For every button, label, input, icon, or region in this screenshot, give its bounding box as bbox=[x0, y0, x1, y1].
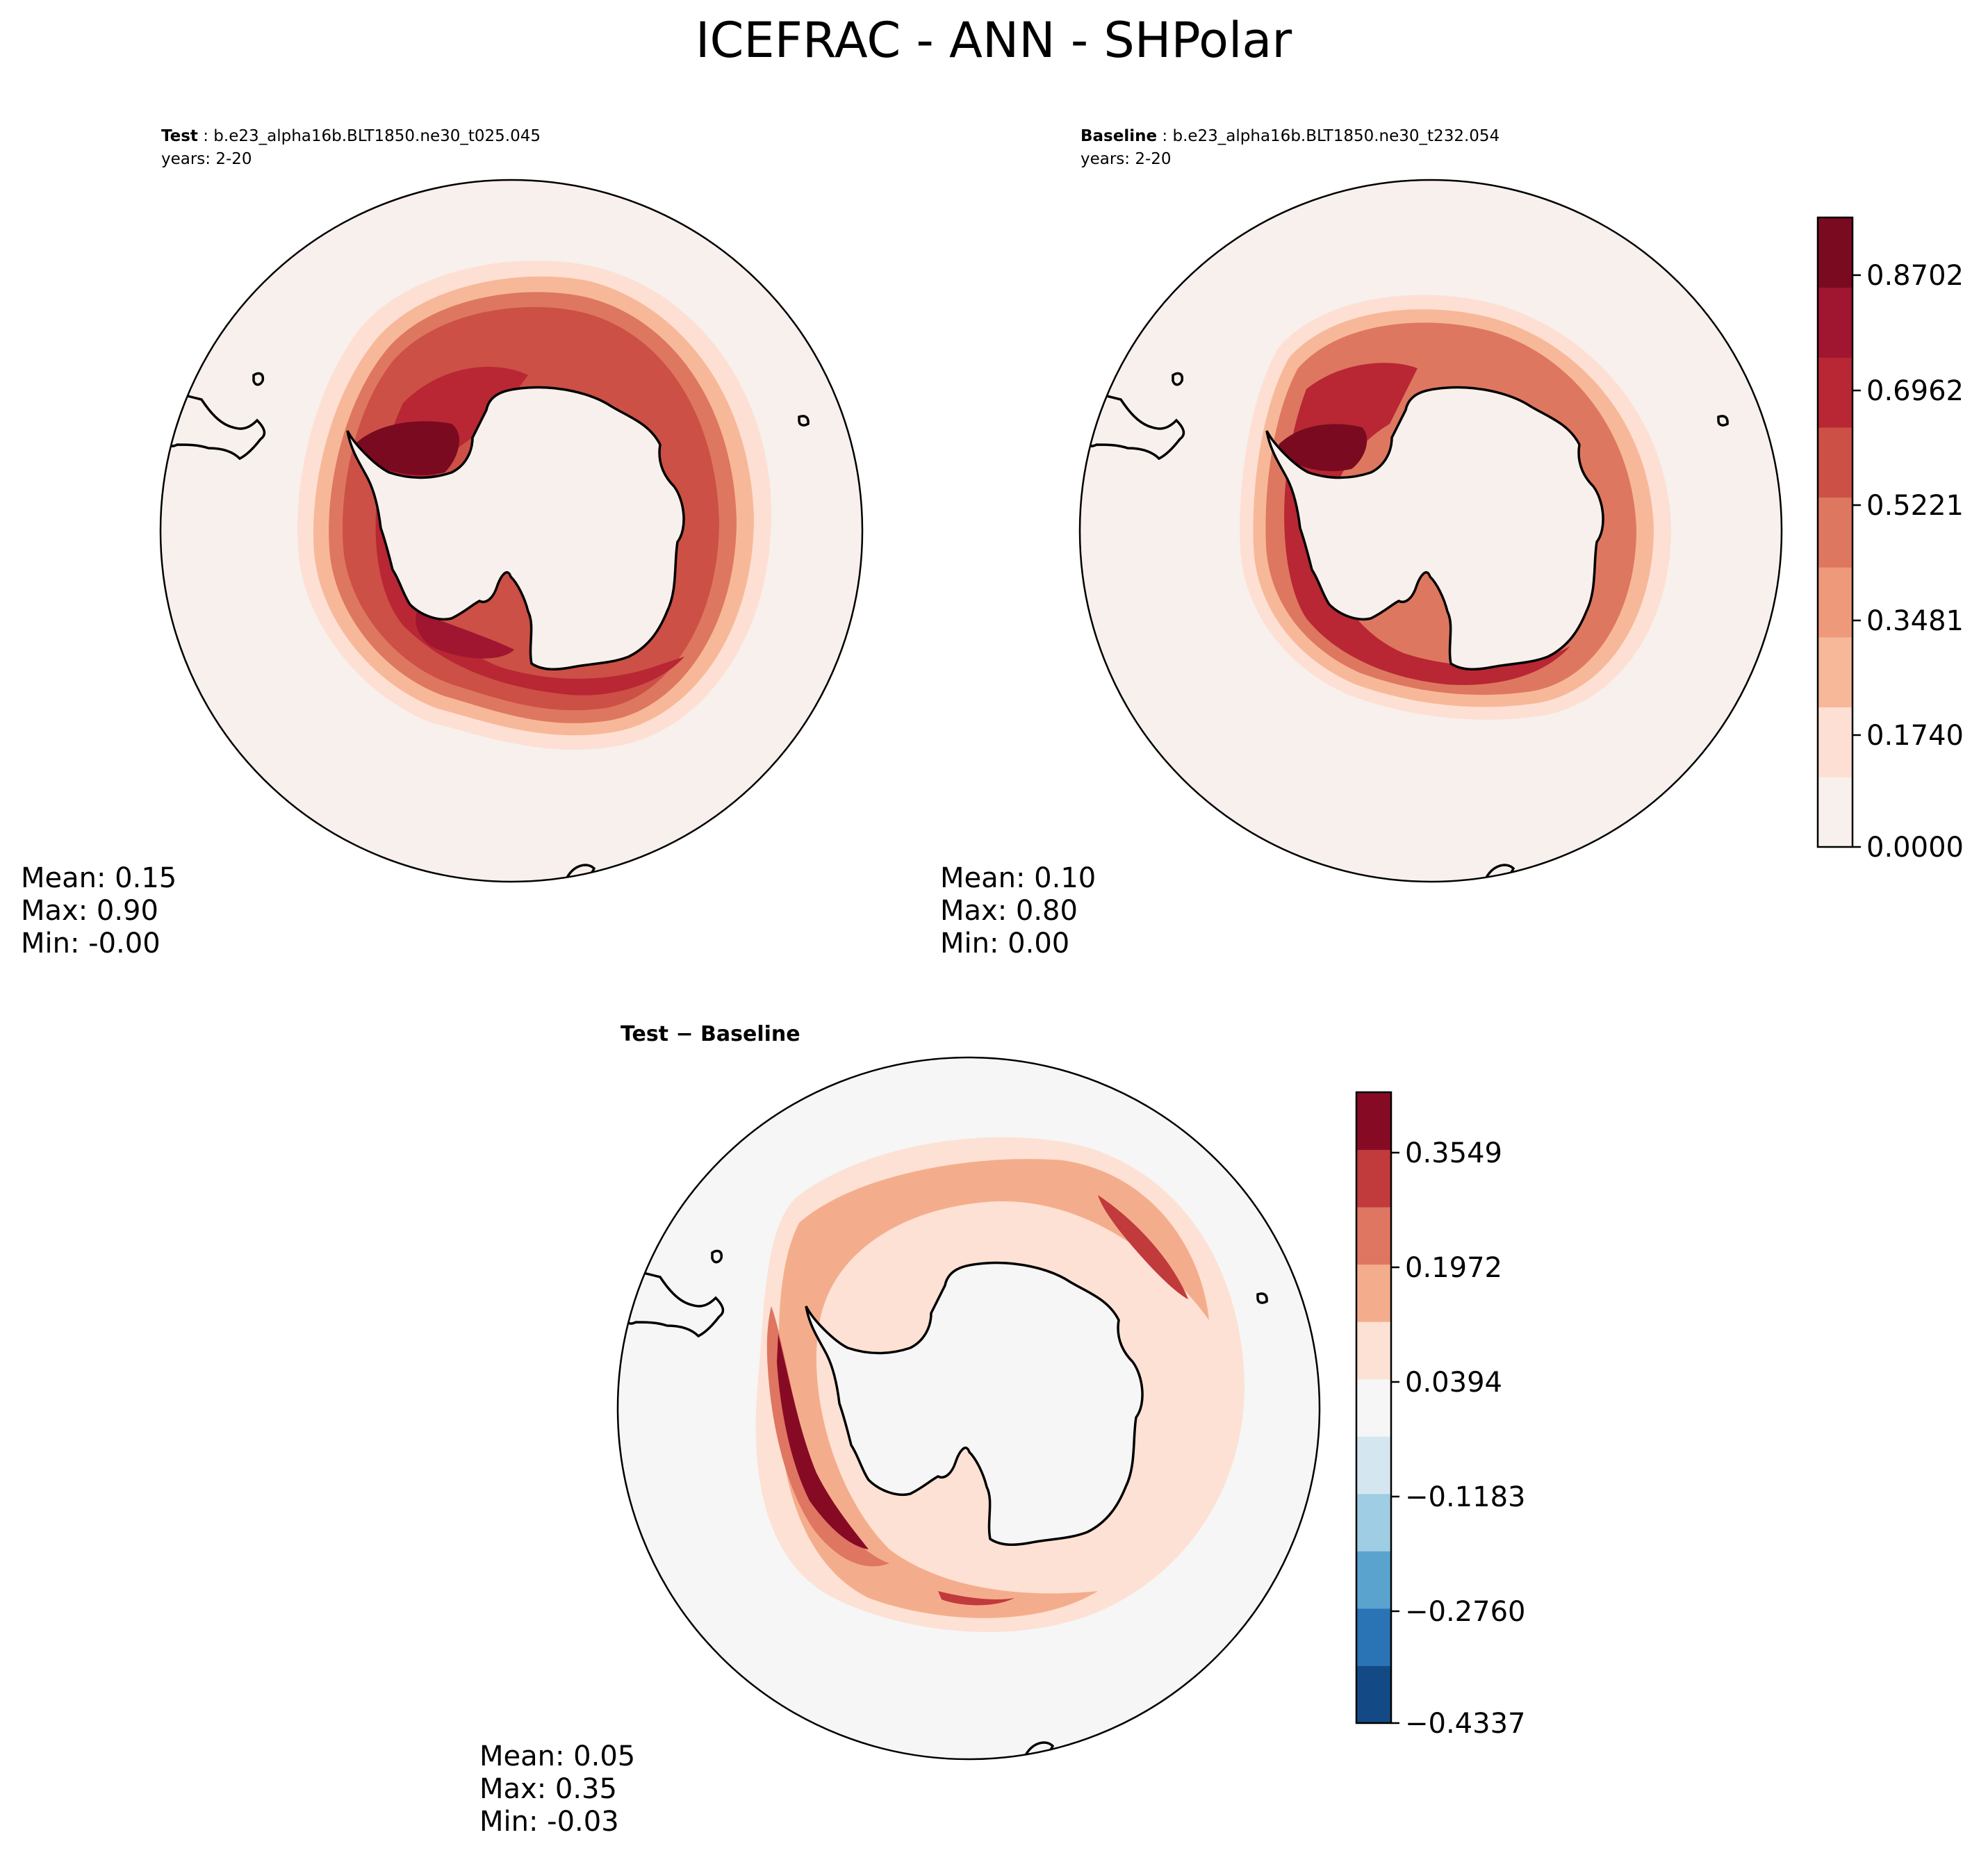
diff-colorbar-band-6 bbox=[1356, 1321, 1391, 1380]
diff-colorbar-band-3 bbox=[1356, 1493, 1391, 1551]
baseline-years: years: 2-20 bbox=[1081, 150, 1172, 168]
test-ice-max-ross bbox=[416, 611, 514, 659]
diff-colorbar-band-5 bbox=[1356, 1378, 1391, 1437]
test-label-rest: : b.e23_alpha16b.BLT1850.ne30_t025.045 bbox=[198, 127, 541, 145]
diff-max-west bbox=[777, 1334, 869, 1549]
diff-south-america bbox=[618, 1265, 725, 1338]
diff-colorbar-tick-label: 0.1972 bbox=[1405, 1252, 1502, 1284]
main-colorbar-band-7 bbox=[1818, 287, 1853, 358]
test-header: Test : b.e23_alpha16b.BLT1850.ne30_t025.… bbox=[161, 127, 541, 145]
diff-colorbar-band-9 bbox=[1356, 1149, 1391, 1208]
diff-max-south bbox=[938, 1591, 1014, 1606]
test-panel: Test : b.e23_alpha16b.BLT1850.ne30_t025.… bbox=[21, 127, 864, 960]
baseline-antarctica bbox=[1265, 386, 1604, 671]
diff-colorbar-tick-label: 0.0394 bbox=[1405, 1367, 1502, 1399]
main-colorbar-band-2 bbox=[1818, 637, 1853, 708]
diff-island-2 bbox=[1256, 1292, 1268, 1304]
baseline-map bbox=[1080, 180, 1782, 882]
test-antarctica bbox=[346, 386, 685, 671]
main-colorbar-frame bbox=[1816, 216, 1854, 848]
main-colorbar-band-6 bbox=[1818, 357, 1853, 428]
diff-colorbar-tick-label: 0.3549 bbox=[1405, 1137, 1502, 1169]
baseline-min: Min: 0.00 bbox=[940, 928, 1069, 960]
diff-max: Max: 0.35 bbox=[479, 1773, 617, 1805]
diff-map-frame bbox=[616, 1056, 1321, 1761]
diff-colorbar-band-4 bbox=[1356, 1436, 1391, 1494]
diff-colorbar: 0.3549 0.1972 0.0394 −0.1183 −0.2760 −0.4337 bbox=[1355, 1091, 1525, 1740]
test-mean: Mean: 0.15 bbox=[21, 862, 176, 894]
diff-colorbar-tick-label: −0.1183 bbox=[1405, 1481, 1525, 1513]
main-colorbar-tick-label: 0.6962 bbox=[1866, 375, 1964, 407]
main-colorbar-tick-label: 0.1740 bbox=[1866, 720, 1964, 752]
main-colorbar-tick-label: 0.0000 bbox=[1866, 832, 1964, 864]
main-colorbar-band-0 bbox=[1818, 777, 1853, 848]
baseline-map-frame bbox=[1078, 179, 1783, 883]
baseline-label-bold: Baseline bbox=[1081, 127, 1157, 145]
test-label-bold: Test bbox=[161, 127, 198, 145]
diff-colorbar-band-0 bbox=[1356, 1665, 1391, 1724]
test-island-2 bbox=[798, 415, 810, 427]
diff-colorbar-band-10 bbox=[1356, 1092, 1391, 1151]
diff-colorbar-band-8 bbox=[1356, 1207, 1391, 1265]
figure-title: ICEFRAC - ANN - SHPolar bbox=[696, 12, 1292, 69]
test-south-america bbox=[161, 388, 266, 461]
main-colorbar-band-3 bbox=[1818, 567, 1853, 638]
baseline-max: Max: 0.80 bbox=[940, 895, 1078, 927]
diff-min: Min: -0.03 bbox=[479, 1806, 619, 1838]
test-min: Min: -0.00 bbox=[21, 928, 161, 960]
main-colorbar-band-1 bbox=[1818, 707, 1853, 777]
main-colorbar-band-4 bbox=[1818, 497, 1853, 568]
baseline-ice-max-weddell bbox=[1279, 424, 1367, 472]
diff-colorbar-band-1 bbox=[1356, 1608, 1391, 1666]
diff-colorbar-band-7 bbox=[1356, 1264, 1391, 1322]
diff-colorbar-frame bbox=[1355, 1091, 1393, 1724]
diff-colorbar-tick-label: −0.4337 bbox=[1405, 1708, 1525, 1740]
test-map bbox=[161, 180, 862, 882]
diff-header: Test − Baseline bbox=[621, 1022, 800, 1046]
baseline-south-america bbox=[1080, 388, 1185, 461]
baseline-header: Baseline : b.e23_alpha16b.BLT1850.ne30_t… bbox=[1081, 127, 1500, 145]
baseline-label-rest: : b.e23_alpha16b.BLT1850.ne30_t232.054 bbox=[1157, 127, 1500, 145]
diff-colorbar-tick-label: −0.2760 bbox=[1405, 1596, 1525, 1628]
diff-antarctica bbox=[805, 1261, 1144, 1547]
diff-map bbox=[618, 1057, 1320, 1759]
main-colorbar-tick-label: 0.5221 bbox=[1866, 490, 1964, 522]
baseline-panel: Baseline : b.e23_alpha16b.BLT1850.ne30_t… bbox=[940, 127, 1783, 960]
main-colorbar: 0.8702 0.6962 0.5221 0.3481 0.1740 0.0000 bbox=[1816, 216, 1964, 864]
test-ice-max-weddell bbox=[354, 421, 459, 476]
diff-colorbar-band-2 bbox=[1356, 1551, 1391, 1609]
diff-island-1 bbox=[711, 1249, 723, 1264]
main-colorbar-tick-label: 0.8702 bbox=[1866, 260, 1964, 292]
test-map-frame bbox=[159, 179, 864, 883]
test-island-1 bbox=[252, 372, 265, 386]
test-max: Max: 0.90 bbox=[21, 895, 158, 927]
main-colorbar-band-5 bbox=[1818, 427, 1853, 498]
test-years: years: 2-20 bbox=[161, 150, 252, 168]
diff-mean: Mean: 0.05 bbox=[479, 1740, 635, 1772]
diff-max-east bbox=[1098, 1195, 1188, 1299]
baseline-island-2 bbox=[1717, 415, 1729, 427]
main-colorbar-tick-label: 0.3481 bbox=[1866, 605, 1964, 637]
diff-panel: Test − Baseline Mean: 0.05 Max: 0.35 Min… bbox=[479, 1022, 1321, 1838]
baseline-island-1 bbox=[1172, 372, 1184, 386]
main-colorbar-band-8 bbox=[1818, 217, 1853, 288]
baseline-mean: Mean: 0.10 bbox=[940, 862, 1096, 894]
